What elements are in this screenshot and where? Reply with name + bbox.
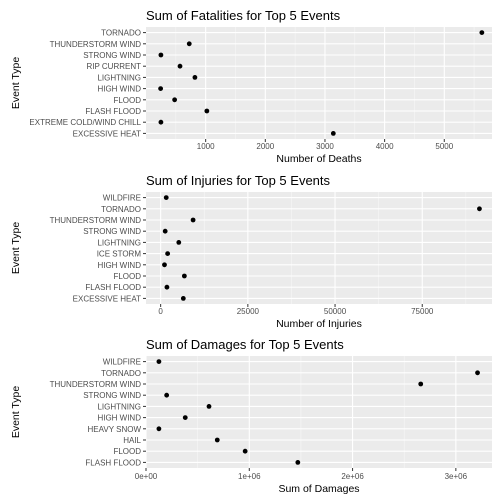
data-point: [158, 52, 164, 58]
chart-panel-3: WILDFIRE TORNADO THUNDERSTORM WIND STRONG W…: [10, 337, 492, 495]
plot-background: [146, 27, 492, 139]
data-point: [206, 404, 212, 409]
y-tick-label: THUNDERSTORM WIND: [50, 40, 142, 49]
data-point: [164, 392, 170, 398]
data-point: [172, 97, 178, 103]
y-tick-label: WILDFIRE: [103, 194, 141, 203]
data-point: [477, 206, 482, 212]
x-tick-label: 25000: [237, 307, 260, 316]
data-point: [162, 228, 168, 234]
x-tick-label: 0e+00: [135, 472, 158, 481]
x-axis-label: Sum of Damages: [278, 483, 359, 495]
y-tick-label: LIGHTNING: [97, 402, 141, 411]
y-tick-label: STRONG WIND: [83, 51, 141, 60]
x-tick-label: 0: [158, 307, 163, 316]
y-tick-label: EXCESSIVE HEAT: [73, 294, 141, 303]
data-point: [418, 381, 424, 387]
x-tick-label: 2e+06: [341, 472, 364, 481]
x-axis-label: Number of Injuries: [276, 318, 362, 330]
y-tick-label: WILDFIRE: [103, 358, 141, 367]
data-point: [242, 448, 248, 454]
y-tick-label: FLASH FLOOD: [85, 283, 141, 292]
x-tick-label: 5000: [435, 142, 453, 151]
x-axis-label: Number of Deaths: [276, 153, 361, 165]
data-point: [156, 426, 162, 432]
data-point: [165, 251, 171, 256]
chart-title: Sum of Fatalities for Top 5 Events: [146, 8, 341, 23]
x-tick-label: 2000: [256, 142, 274, 151]
y-tick-label: STRONG WIND: [83, 227, 141, 236]
data-point: [295, 460, 301, 465]
data-point: [158, 119, 164, 125]
y-tick-label: LIGHTNING: [97, 238, 141, 247]
y-tick-label: STRONG WIND: [83, 391, 141, 400]
x-tick-label: 75000: [411, 307, 434, 316]
y-tick-label: TORNADO: [101, 29, 141, 38]
data-point: [190, 217, 196, 223]
x-tick-label: 1000: [197, 142, 215, 151]
y-tick-label: ICE STORM: [97, 250, 142, 259]
x-tick-label: 1e+06: [238, 472, 261, 481]
y-tick-label: HIGH WIND: [97, 414, 141, 423]
y-tick-label: FLOOD: [113, 272, 141, 281]
chart-panel-2: WILDFIRE TORNADO THUNDERSTORM WIND STRONG W…: [10, 173, 492, 330]
y-tick-label: FLASH FLOOD: [85, 107, 141, 116]
data-point: [182, 415, 188, 420]
plot-background: [146, 356, 492, 468]
data-point: [180, 296, 186, 301]
y-tick-label: HIGH WIND: [97, 85, 141, 94]
data-point: [204, 108, 210, 114]
y-tick-label: THUNDERSTORM WIND: [50, 380, 142, 389]
y-tick-label: HIGH WIND: [97, 261, 141, 270]
y-tick-label: EXCESSIVE HEAT: [73, 129, 141, 138]
y-axis-label: Event Type: [10, 386, 22, 439]
y-tick-label: THUNDERSTORM WIND: [50, 216, 142, 225]
data-point: [186, 41, 192, 47]
data-point: [163, 195, 169, 201]
data-point: [330, 131, 336, 136]
y-tick-label: LIGHTNING: [97, 73, 141, 82]
y-tick-label: TORNADO: [101, 205, 141, 214]
x-tick-label: 4000: [376, 142, 394, 151]
data-point: [156, 359, 162, 364]
data-point: [214, 437, 220, 443]
data-point: [192, 75, 198, 80]
y-tick-label: FLASH FLOOD: [85, 458, 141, 467]
chart-title: Sum of Damages for Top 5 Events: [146, 337, 344, 352]
data-point: [177, 63, 183, 69]
y-axis-label: Event Type: [10, 222, 22, 275]
y-tick-label: TORNADO: [101, 369, 141, 378]
data-point: [162, 262, 167, 268]
data-point: [176, 240, 182, 245]
y-tick-label: EXTREME COLD/WIND CHILL: [29, 118, 141, 127]
y-tick-label: RIP CURRENT: [86, 62, 141, 71]
y-tick-label: HAIL: [123, 436, 141, 445]
chart-title: Sum of Injuries for Top 5 Events: [146, 173, 331, 188]
x-tick-label: 50000: [324, 307, 347, 316]
y-tick-label: HEAVY SNOW: [88, 425, 142, 434]
y-tick-label: FLOOD: [113, 447, 141, 456]
chart-panel-1: TORNADO THUNDERSTORM WIND STRONG WIND RIP C…: [10, 8, 492, 165]
data-point: [181, 273, 187, 279]
x-tick-label: 3e+06: [445, 472, 468, 481]
data-point: [164, 284, 170, 290]
data-point: [479, 30, 485, 35]
data-point: [475, 370, 480, 376]
y-tick-label: FLOOD: [113, 96, 141, 105]
data-point: [158, 86, 164, 91]
y-axis-label: Event Type: [10, 57, 22, 110]
plot-background: [146, 192, 492, 304]
x-tick-label: 3000: [316, 142, 334, 151]
